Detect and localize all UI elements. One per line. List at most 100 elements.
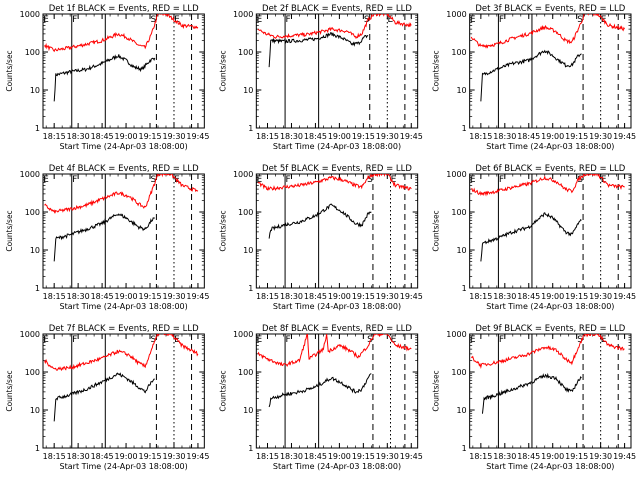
events-series-line: [481, 372, 582, 414]
marker-label: F: [285, 335, 290, 345]
x-tick-label: 19:00: [541, 452, 564, 461]
y-tick-label: 100: [451, 368, 466, 377]
x-tick-label: 19:30: [589, 452, 612, 461]
x-tick-label: 18:30: [280, 132, 303, 141]
marker-label: F: [72, 15, 77, 25]
y-tick-label: 1000: [20, 170, 40, 179]
x-tick-label: 19:15: [565, 452, 588, 461]
y-tick-label: 1000: [233, 170, 253, 179]
y-tick-label: 100: [25, 368, 40, 377]
x-tick-label: 19:45: [613, 132, 636, 141]
chart-title: Det 9f BLACK = Events, RED = LLD: [475, 324, 625, 334]
x-tick-label: 19:30: [376, 292, 399, 301]
y-tick-label: 1000: [20, 10, 40, 19]
x-tick-label: 19:00: [115, 292, 138, 301]
marker-label: F: [72, 335, 77, 345]
x-tick-label: 19:00: [541, 292, 564, 301]
y-tick-label: 1000: [20, 330, 40, 339]
chart-title: Det 3f BLACK = Events, RED = LLD: [475, 4, 625, 14]
y-tick-label: 10: [456, 406, 466, 415]
marker-label: E: [256, 15, 262, 25]
chart-panel: Det 6f BLACK = Events, RED = LLD 1 10 100 10…: [432, 164, 636, 311]
x-tick-label: 19:15: [352, 132, 375, 141]
x-tick-label: 18:45: [517, 132, 540, 141]
y-axis-label: Counts/sec: [218, 370, 227, 411]
x-tick-label: 19:45: [613, 292, 636, 301]
chart-panel: Det 7f BLACK = Events, RED = LLD 1 10 100 10…: [5, 324, 209, 471]
lld-series-line: [471, 174, 625, 197]
lld-series-line: [44, 334, 199, 372]
y-tick-label: 100: [238, 368, 253, 377]
x-tick-label: 19:00: [541, 132, 564, 141]
x-tick-label: 19:30: [162, 132, 185, 141]
marker-label: S: [577, 335, 583, 345]
marker-label: E: [470, 15, 476, 25]
x-tick-label: 19:00: [328, 452, 351, 461]
x-tick-label: 19:15: [352, 292, 375, 301]
marker-label: E: [391, 335, 397, 345]
lld-series-line: [257, 174, 412, 191]
marker-label: E: [387, 15, 393, 25]
chart-title: Det 4f BLACK = Events, RED = LLD: [49, 164, 199, 174]
x-axis-label: Start Time (24-Apr-03 18:08:00): [60, 302, 188, 311]
x-tick-label: 18:30: [67, 452, 90, 461]
x-tick-label: 19:30: [376, 132, 399, 141]
plot-frame: [469, 13, 632, 129]
x-tick-label: 19:45: [186, 132, 209, 141]
x-tick-label: 18:45: [517, 452, 540, 461]
x-tick-label: 18:30: [280, 452, 303, 461]
x-tick-label: 19:45: [400, 292, 423, 301]
marker-label: S: [364, 15, 370, 25]
y-tick-label: 1: [462, 284, 467, 293]
x-tick-label: 19:15: [138, 292, 161, 301]
y-tick-label: 1000: [446, 170, 466, 179]
marker-label: E: [43, 335, 49, 345]
y-tick-label: 100: [25, 208, 40, 217]
marker-label: F: [499, 335, 504, 345]
events-series-line: [53, 54, 156, 102]
y-tick-label: 10: [243, 406, 253, 415]
x-tick-label: 19:45: [613, 452, 636, 461]
x-tick-label: 19:15: [138, 132, 161, 141]
plot-frame: [469, 333, 632, 449]
x-tick-label: 18:45: [304, 132, 327, 141]
x-tick-label: 18:15: [469, 292, 492, 301]
events-series-line: [268, 203, 372, 239]
x-tick-label: 18:15: [469, 132, 492, 141]
x-tick-label: 19:30: [589, 292, 612, 301]
x-tick-label: 18:45: [517, 292, 540, 301]
x-axis-label: Start Time (24-Apr-03 18:08:00): [486, 302, 614, 311]
x-tick-label: 18:30: [493, 452, 516, 461]
lld-series-line: [44, 174, 199, 214]
y-tick-label: 1: [462, 444, 467, 453]
x-tick-label: 18:15: [43, 132, 66, 141]
marker-label: F: [499, 175, 504, 185]
y-tick-label: 100: [25, 48, 40, 57]
chart-title: Det 6f BLACK = Events, RED = LLD: [475, 164, 625, 174]
y-axis-label: Counts/sec: [218, 50, 227, 91]
chart-panel: Det 4f BLACK = Events, RED = LLD 1 10 100 10…: [5, 164, 209, 311]
x-axis-label: Start Time (24-Apr-03 18:08:00): [273, 462, 401, 471]
x-axis-label: Start Time (24-Apr-03 18:08:00): [273, 142, 401, 151]
y-tick-label: 1: [35, 124, 40, 133]
marker-label: E: [470, 175, 476, 185]
y-tick-label: 1: [248, 444, 253, 453]
y-tick-label: 1000: [233, 330, 253, 339]
chart-panel: Det 5f BLACK = Events, RED = LLD 1 10 100 10…: [218, 164, 422, 311]
x-tick-label: 19:30: [162, 292, 185, 301]
x-tick-label: 18:45: [91, 452, 114, 461]
y-tick-label: 1: [248, 284, 253, 293]
y-tick-label: 10: [456, 246, 466, 255]
x-axis-label: Start Time (24-Apr-03 18:08:00): [60, 462, 188, 471]
x-tick-label: 19:15: [565, 132, 588, 141]
x-tick-label: 19:00: [328, 292, 351, 301]
marker-label: E: [470, 335, 476, 345]
chart-title: Det 2f BLACK = Events, RED = LLD: [262, 4, 412, 14]
plot-frame: [255, 173, 419, 289]
y-tick-label: 1: [248, 124, 253, 133]
chart-panel: Det 9f BLACK = Events, RED = LLD 1 10 100 10…: [432, 324, 636, 471]
lld-series-line: [257, 334, 412, 367]
x-tick-label: 18:15: [256, 132, 279, 141]
y-axis-label: Counts/sec: [5, 370, 14, 411]
x-tick-label: 19:00: [115, 452, 138, 461]
